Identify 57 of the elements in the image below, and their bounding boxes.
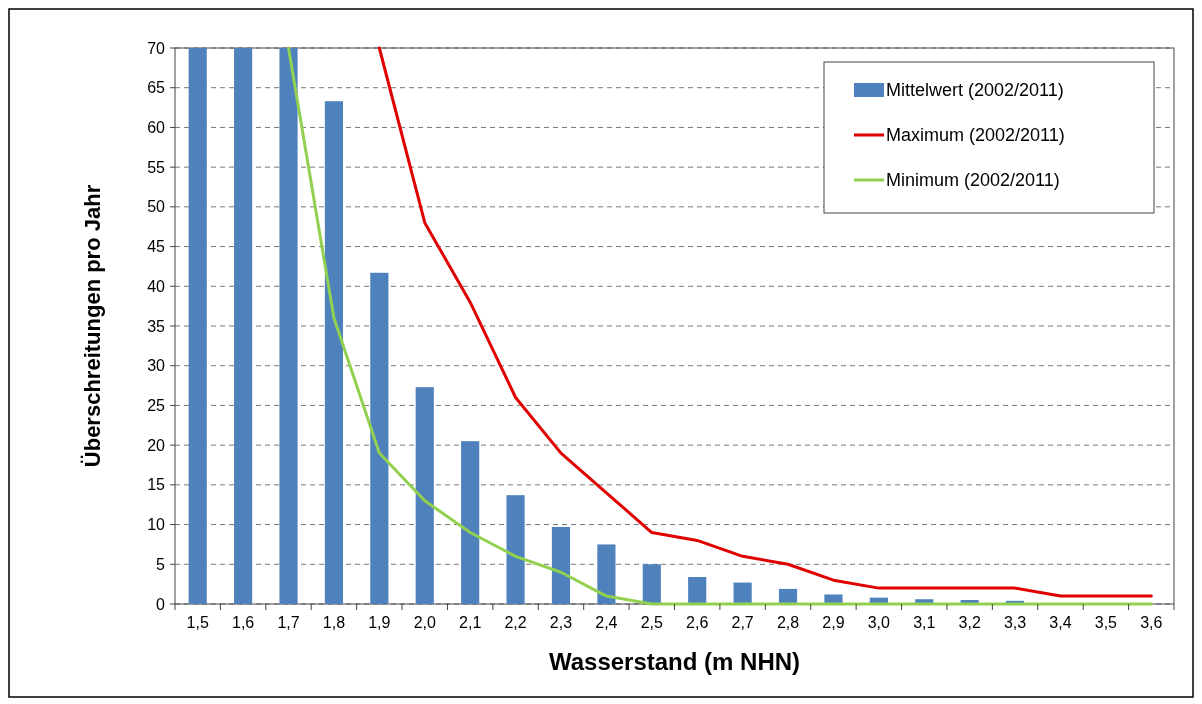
x-tick-label: 2,8 (776, 614, 800, 631)
legend-label: Minimum (2002/2011) (886, 170, 1060, 191)
bar (279, 48, 298, 604)
bar (324, 101, 344, 604)
y-tick-label: 30 (147, 357, 166, 375)
bar (415, 387, 434, 604)
x-tick-label: 1,6 (231, 614, 255, 631)
bar (642, 564, 661, 604)
bar (506, 495, 525, 604)
x-tick-label: 2,2 (504, 614, 527, 631)
x-tick-label: 2,1 (459, 614, 482, 631)
y-tick-label: 25 (147, 397, 166, 415)
y-tick-label: 45 (147, 238, 166, 256)
y-tick-label: 0 (156, 595, 166, 613)
x-tick-label: 3,0 (867, 614, 891, 631)
y-tick-label: 40 (147, 277, 166, 295)
bar (733, 582, 752, 604)
x-tick-label: 2,9 (822, 614, 845, 631)
y-tick-label: 10 (147, 516, 166, 534)
x-tick-label: 3,1 (913, 614, 936, 631)
bar (597, 544, 616, 604)
x-tick-label: 1,7 (277, 614, 300, 631)
x-tick-label: 1,9 (368, 614, 391, 631)
legend-label: Maximum (2002/2011) (886, 125, 1065, 146)
bar (551, 526, 571, 604)
bar (778, 588, 798, 604)
y-tick-label: 55 (147, 158, 166, 176)
x-tick-label: 3,2 (958, 614, 981, 631)
x-tick-label: 3,4 (1049, 614, 1072, 631)
y-axis-title: Überschreitungen pro Jahr (80, 184, 105, 468)
y-tick-label: 35 (147, 317, 166, 335)
legend-label: Mittelwert (2002/2011) (886, 80, 1064, 101)
y-tick-label: 15 (147, 476, 166, 494)
x-tick-label: 2,7 (731, 614, 754, 631)
x-tick-label: 2,6 (686, 614, 709, 631)
bar (234, 48, 253, 604)
bar (824, 594, 843, 604)
x-tick-label: 1,8 (322, 614, 346, 631)
y-tick-label: 20 (147, 436, 166, 454)
bar (461, 441, 480, 604)
bar (370, 272, 389, 604)
y-tick-label: 60 (147, 119, 166, 137)
y-tick-label: 70 (147, 39, 166, 57)
x-tick-label: 3,3 (1003, 614, 1027, 631)
x-tick-label: 1,5 (186, 614, 209, 631)
x-tick-label: 3,5 (1094, 614, 1118, 631)
x-tick-label: 3,6 (1140, 614, 1163, 631)
bar (688, 576, 707, 604)
x-tick-label: 2,0 (413, 614, 436, 631)
x-tick-label: 2,5 (640, 614, 664, 631)
y-tick-label: 65 (147, 79, 166, 97)
y-tick-label: 5 (156, 555, 166, 573)
y-tick-label: 50 (147, 198, 166, 216)
x-tick-label: 2,3 (549, 614, 573, 631)
x-axis-title: Wasserstand (m NHN) (548, 648, 801, 675)
bar (188, 48, 207, 604)
x-tick-label: 2,4 (595, 614, 618, 631)
